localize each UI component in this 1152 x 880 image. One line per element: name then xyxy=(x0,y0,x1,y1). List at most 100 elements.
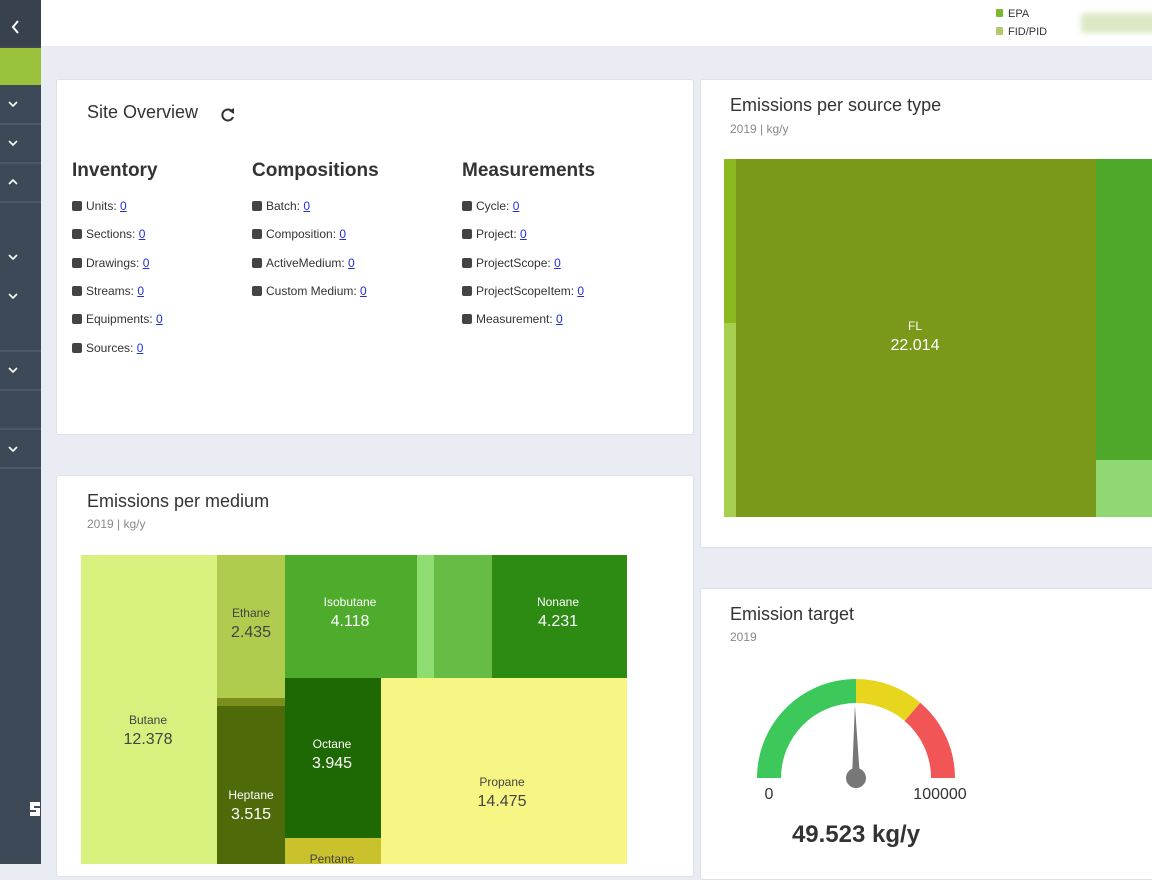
overview-item: Sources: 0 xyxy=(72,341,143,355)
item-label: Batch: xyxy=(266,199,301,213)
overview-item: Measurement: 0 xyxy=(462,312,563,326)
gauge-band xyxy=(904,702,955,778)
user-button[interactable] xyxy=(1081,13,1152,33)
treemap-cell xyxy=(492,555,627,678)
item-label: Project: xyxy=(476,227,517,242)
legend-item: FID/PID xyxy=(996,26,1047,38)
item-icon xyxy=(462,285,472,296)
cell-name: Nonane xyxy=(537,595,579,609)
item-label: Custom Medium: xyxy=(266,283,357,298)
chart-subtitle: 2019 | kg/y xyxy=(730,122,789,136)
column-heading: Compositions xyxy=(252,160,379,181)
collapse-button[interactable] xyxy=(11,20,19,34)
item-icon xyxy=(72,314,82,325)
cell-name: FL xyxy=(908,319,922,333)
item-label: Cycle: xyxy=(476,199,510,213)
item-label: ProjectScopeItem: xyxy=(476,283,575,298)
treemap-cell xyxy=(1096,159,1152,460)
item-count-link[interactable]: 0 xyxy=(360,283,367,298)
item-count-link[interactable]: 0 xyxy=(520,227,527,242)
treemap-cell xyxy=(434,555,492,678)
chart-title: Emissions per medium xyxy=(87,491,269,511)
gauge-needle xyxy=(852,705,860,779)
sidebar-icons xyxy=(0,0,41,816)
overview-item: Custom Medium: 0 xyxy=(252,284,367,298)
cell-name: Octane xyxy=(313,737,352,751)
cell-value: 14.475 xyxy=(478,793,527,810)
overview-item: Composition: 0 xyxy=(252,227,346,241)
treemap-cell xyxy=(217,698,285,706)
item-icon xyxy=(72,342,82,353)
overview-item: ProjectScopeItem: 0 xyxy=(462,284,584,298)
item-icon xyxy=(462,314,472,325)
item-count-link[interactable]: 0 xyxy=(156,312,163,327)
refresh-button[interactable] xyxy=(220,107,236,123)
gauge-band xyxy=(757,679,856,778)
top-bar xyxy=(41,0,1152,46)
item-count-link[interactable]: 0 xyxy=(136,340,144,355)
cell-name: Pentane xyxy=(310,852,355,864)
legend-label: FID/PID xyxy=(1008,26,1048,38)
item-label: Equipments: xyxy=(86,312,153,327)
gauge-band xyxy=(856,679,921,721)
column-heading: Measurements xyxy=(462,160,596,181)
chart-subtitle: 2019 xyxy=(730,630,757,644)
chart-title: Emission target xyxy=(730,604,854,624)
treemap-cell xyxy=(285,838,381,864)
treemap-cell xyxy=(417,555,434,678)
cell-value: 22.014 xyxy=(891,337,940,354)
logo xyxy=(30,802,40,816)
cell-value: 3.945 xyxy=(312,755,352,772)
menu-chevrons[interactable] xyxy=(8,101,18,453)
item-count-link[interactable]: 0 xyxy=(348,255,355,270)
cell-value: 4.118 xyxy=(331,613,370,630)
item-icon xyxy=(252,257,262,268)
card-title: Site Overview xyxy=(87,102,199,122)
legend-item: EPA xyxy=(996,8,1029,20)
treemap-cell xyxy=(285,555,417,678)
item-count-link[interactable]: 0 xyxy=(142,255,150,270)
treemap-cell xyxy=(285,678,381,838)
item-icon xyxy=(462,257,472,268)
item-count-link[interactable]: 0 xyxy=(577,283,585,298)
sidebar xyxy=(0,0,41,864)
needle-hub xyxy=(846,768,866,788)
site-overview-card: Site Overview Inventory Units: 0 Sections:… xyxy=(56,79,694,435)
item-count-link[interactable]: 0 xyxy=(303,199,311,213)
sidebar-top xyxy=(0,0,41,46)
item-count-link[interactable]: 0 xyxy=(512,199,520,213)
item-count-link[interactable]: 0 xyxy=(554,255,561,270)
item-label: ProjectScope: xyxy=(476,255,551,270)
overview-item: Project: 0 xyxy=(462,227,527,241)
item-icon xyxy=(252,285,262,296)
treemap-cell xyxy=(217,706,285,864)
item-icon xyxy=(462,229,472,240)
item-label: ActiveMedium: xyxy=(266,255,345,270)
overview-item: Batch: 0 xyxy=(252,199,310,213)
cell-value: 12.378 xyxy=(124,731,173,748)
item-label: Measurement: xyxy=(476,312,553,327)
legend-label: EPA xyxy=(1008,8,1030,20)
active-menu-item[interactable] xyxy=(0,48,41,85)
item-count-link[interactable]: 0 xyxy=(556,312,563,327)
item-label: Streams: xyxy=(86,283,135,298)
treemap-cell xyxy=(381,678,627,864)
chart-subtitle: 2019 | kg/y xyxy=(87,517,146,531)
item-count-link[interactable]: 0 xyxy=(137,283,145,298)
cell-value: 3.515 xyxy=(231,806,271,823)
item-count-link[interactable]: 0 xyxy=(339,227,347,242)
item-label: Sections: xyxy=(86,227,136,242)
overview-item: Units: 0 xyxy=(72,199,127,213)
cell-name: Heptane xyxy=(228,788,274,802)
treemap-cell xyxy=(736,159,1096,517)
treemap-cell xyxy=(724,323,736,517)
overview-item: Sections: 0 xyxy=(72,227,145,241)
item-count-link[interactable]: 0 xyxy=(138,227,146,242)
item-count-link[interactable]: 0 xyxy=(120,199,127,213)
item-icon xyxy=(72,229,82,240)
overview-item: Streams: 0 xyxy=(72,284,144,298)
overview-item: Drawings: 0 xyxy=(72,256,149,270)
item-icon xyxy=(72,257,82,268)
item-label: Drawings: xyxy=(86,255,140,270)
